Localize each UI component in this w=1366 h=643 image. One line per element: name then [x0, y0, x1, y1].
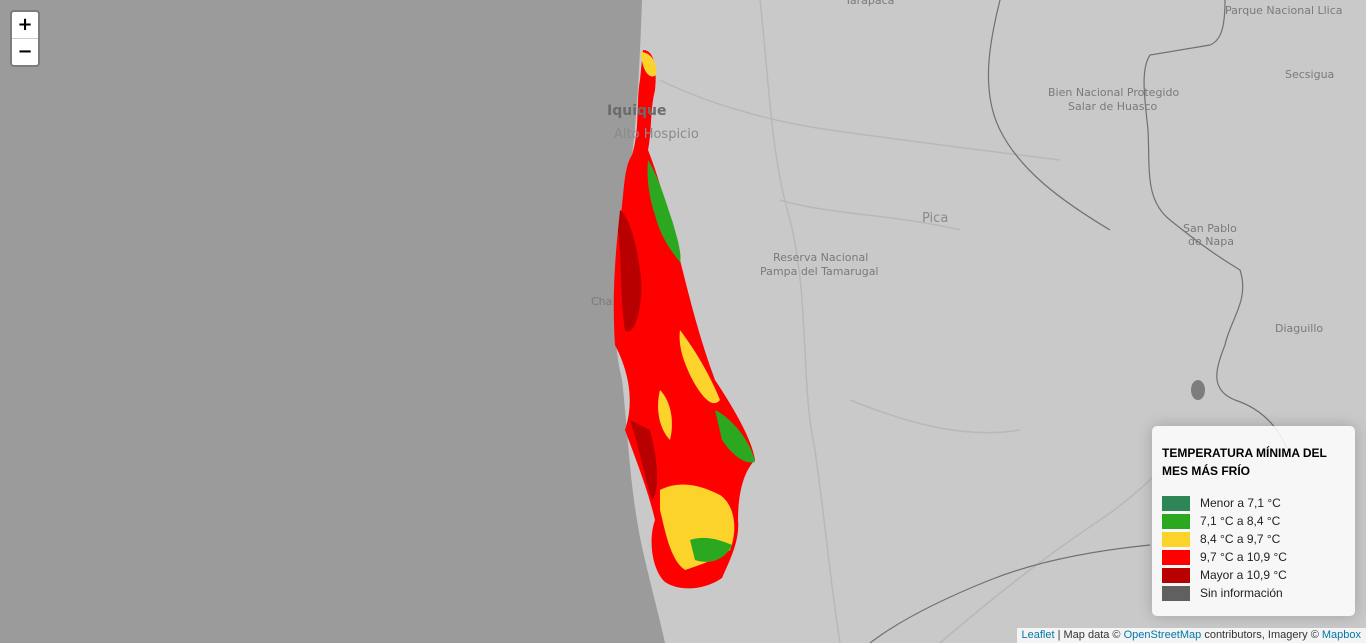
- legend-item: 9,7 °C a 10,9 °C: [1162, 548, 1345, 566]
- ocean-area: [0, 0, 665, 643]
- legend-label: Mayor a 10,9 °C: [1200, 568, 1287, 582]
- place-label-iquique: Iquique: [607, 103, 667, 119]
- legend-label: 9,7 °C a 10,9 °C: [1200, 550, 1287, 564]
- legend-swatch: [1162, 567, 1190, 583]
- place-label-chanavayita: Cha: [591, 295, 613, 308]
- place-label-reserva-2: Pampa del Tamarugal: [760, 265, 879, 278]
- legend-label: 8,4 °C a 9,7 °C: [1200, 532, 1281, 546]
- place-label-tarapaca: Tarapacá: [845, 0, 895, 7]
- legend-swatch: [1162, 513, 1190, 529]
- zoom-control: + −: [10, 10, 40, 67]
- place-label-huasco-1: Bien Nacional Protegido: [1048, 86, 1180, 99]
- zoom-out-button[interactable]: −: [12, 38, 38, 65]
- legend-label: Menor a 7,1 °C: [1200, 496, 1281, 510]
- legend-item: Mayor a 10,9 °C: [1162, 566, 1345, 584]
- place-label-secsigua: Secsigua: [1285, 68, 1335, 81]
- borders: [869, 0, 1291, 643]
- legend-swatch: [1162, 531, 1190, 547]
- legend-item: Sin información: [1162, 584, 1345, 602]
- lake: [1191, 380, 1205, 400]
- place-label-pica: Pica: [922, 211, 949, 226]
- attribution-text: | Map data ©: [1054, 629, 1124, 641]
- place-label-san-pablo-2: de Napa: [1188, 235, 1234, 248]
- roads: [659, 0, 1161, 643]
- legend-item: 7,1 °C a 8,4 °C: [1162, 512, 1345, 530]
- place-label-huasco-2: Salar de Huasco: [1068, 100, 1158, 113]
- leaflet-link[interactable]: Leaflet: [1021, 629, 1055, 641]
- legend-label: Sin información: [1200, 586, 1283, 600]
- mapbox-link[interactable]: Mapbox: [1321, 629, 1361, 641]
- place-label-san-pablo-1: San Pablo: [1183, 222, 1237, 235]
- zoom-in-button[interactable]: +: [17, 14, 33, 35]
- legend-label: 7,1 °C a 8,4 °C: [1200, 514, 1281, 528]
- legend-panel: TEMPERATURA MÍNIMA DEL MES MÁS FRÍO Meno…: [1152, 426, 1355, 616]
- place-label-alto-hospicio: Alto Hospicio: [614, 127, 699, 142]
- attribution-text: contributors, Imagery ©: [1201, 629, 1322, 641]
- legend-swatch: [1162, 549, 1190, 565]
- legend-item: Menor a 7,1 °C: [1162, 494, 1345, 512]
- osm-link[interactable]: OpenStreetMap: [1123, 629, 1202, 641]
- attribution: Leaflet | Map data © OpenStreetMap contr…: [1016, 628, 1366, 643]
- place-label-parque-llica: Parque Nacional Llica: [1225, 4, 1343, 17]
- place-label-diaguillo: Diaguillo: [1275, 322, 1324, 335]
- legend-item: 8,4 °C a 9,7 °C: [1162, 530, 1345, 548]
- place-label-reserva-1: Reserva Nacional: [773, 251, 869, 264]
- legend-title: TEMPERATURA MÍNIMA DEL MES MÁS FRÍO: [1162, 446, 1327, 478]
- legend-swatch: [1162, 585, 1190, 601]
- legend-swatch: [1162, 495, 1190, 511]
- temperature-zones[interactable]: [613, 50, 755, 589]
